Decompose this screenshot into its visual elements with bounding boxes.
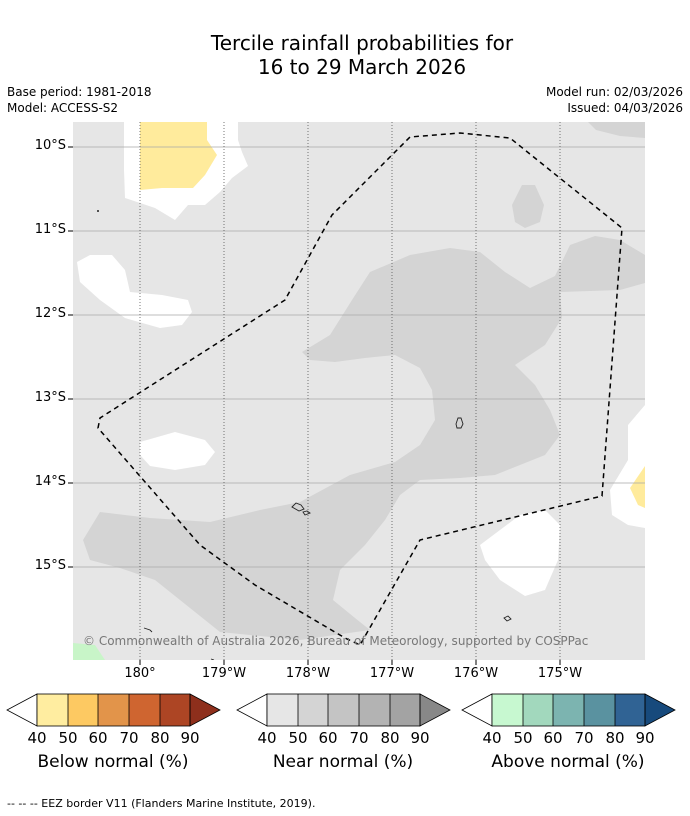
map-title: Tercile rainfall probabilities for 16 to… [0, 31, 690, 79]
near-tick-80: 80 [380, 729, 400, 747]
lat-label-15s: 15°S [34, 558, 66, 573]
below-normal-label: Below normal (%) [37, 752, 189, 772]
eez-border [97, 132, 623, 646]
below-tick-40: 40 [27, 729, 47, 747]
below-normal-40-region-east [630, 466, 645, 508]
model-run: Model run: 02/03/2026 [545, 85, 683, 99]
lon-label-175w: 175°W [537, 666, 583, 681]
colorbar-near-swatch-3 [359, 694, 390, 726]
above-tick-90: 90 [635, 729, 655, 747]
colorbar-above-swatch-4 [615, 694, 645, 726]
below-tick-60: 60 [88, 729, 108, 747]
lon-label-179w: 179°W [201, 666, 247, 681]
model-name: Model: ACCESS-S2 [7, 101, 119, 115]
colorbar-below-swatch-3 [129, 694, 160, 726]
island-futuna [291, 502, 305, 512]
base-period: Base period: 1981-2018 [7, 85, 152, 99]
above-tick-40: 40 [482, 729, 502, 747]
below-tick-80: 80 [150, 729, 170, 747]
below-tick-90: 90 [180, 729, 200, 747]
below-tick-70: 70 [119, 729, 139, 747]
near-tick-70: 70 [349, 729, 369, 747]
colorbar-below-swatch-2 [98, 694, 129, 726]
above-tick-50: 50 [513, 729, 533, 747]
lat-label-14s: 14°S [34, 474, 66, 489]
meta-left: Base period: 1981-2018 Model: ACCESS-S2 [7, 84, 152, 116]
lat-label-12s: 12°S [34, 306, 66, 321]
above-normal-label: Above normal (%) [491, 752, 645, 772]
near-tick-60: 60 [318, 729, 338, 747]
above-tick-70: 70 [574, 729, 594, 747]
colorbar-below-swatch-1 [68, 694, 98, 726]
island-dot-northwest [97, 210, 99, 212]
near-normal-50-corner [588, 122, 645, 138]
title-line-1: Tercile rainfall probabilities for [210, 31, 514, 55]
colorbar-below-swatch-0 [37, 694, 68, 726]
meta-right: Model run: 02/03/2026 Issued: 04/03/2026 [546, 84, 683, 116]
colorbar-above-swatch-2 [553, 694, 584, 726]
lat-label-13s: 13°S [34, 390, 66, 405]
title-line-2: 16 to 29 March 2026 [257, 55, 467, 79]
island-small-southeast [503, 615, 512, 622]
colorbar-below-normal [6, 693, 221, 727]
near-normal-50-patch [512, 185, 544, 228]
island-dot-south [210, 658, 215, 660]
lon-label-178w: 178°W [285, 666, 331, 681]
colorbar-above-swatch-1 [523, 694, 553, 726]
copyright-notice: © Commonwealth of Australia 2026, Bureau… [83, 634, 588, 648]
near-normal-label: Near normal (%) [272, 752, 414, 772]
issued-date: Issued: 04/03/2026 [567, 101, 683, 115]
colorbar-near-swatch-4 [390, 694, 420, 726]
above-tick-60: 60 [543, 729, 563, 747]
near-tick-40: 40 [257, 729, 277, 747]
colorbar-above-swatch-0 [492, 694, 523, 726]
near-tick-90: 90 [410, 729, 430, 747]
colorbar-near-normal [236, 693, 451, 727]
lat-label-11s: 11°S [34, 222, 66, 237]
lon-label-177w: 177°W [369, 666, 415, 681]
colorbar-above-swatch-3 [584, 694, 615, 726]
below-normal-40-region-north [140, 122, 217, 190]
lon-label-176w: 176°W [453, 666, 499, 681]
colorbar-near-swatch-2 [328, 694, 359, 726]
above-normal-40-region [73, 643, 105, 660]
lat-label-10s: 10°S [34, 138, 66, 153]
colorbar-near-swatch-1 [298, 694, 328, 726]
map-plot-area: © Commonwealth of Australia 2026, Bureau… [73, 122, 645, 660]
colorbar-above-normal [461, 693, 676, 727]
island-alofi [302, 510, 311, 516]
colorbar-near-swatch-0 [267, 694, 298, 726]
colorbar-below-swatch-4 [160, 694, 190, 726]
footnote-eez-source: -- -- -- EEZ border V11 (Flanders Marine… [7, 797, 316, 810]
below-tick-50: 50 [58, 729, 78, 747]
island-wallis [455, 417, 464, 429]
near-normal-50-region [83, 236, 645, 640]
tick-marks [68, 146, 561, 665]
white-region-southeast [480, 510, 560, 596]
lon-label-180: 180° [124, 666, 156, 681]
latitude-gridlines [73, 146, 645, 568]
near-tick-50: 50 [288, 729, 308, 747]
island-small-southwest [143, 627, 153, 633]
white-region-west [77, 255, 192, 328]
above-tick-80: 80 [605, 729, 625, 747]
white-region-mid-west [140, 432, 215, 470]
